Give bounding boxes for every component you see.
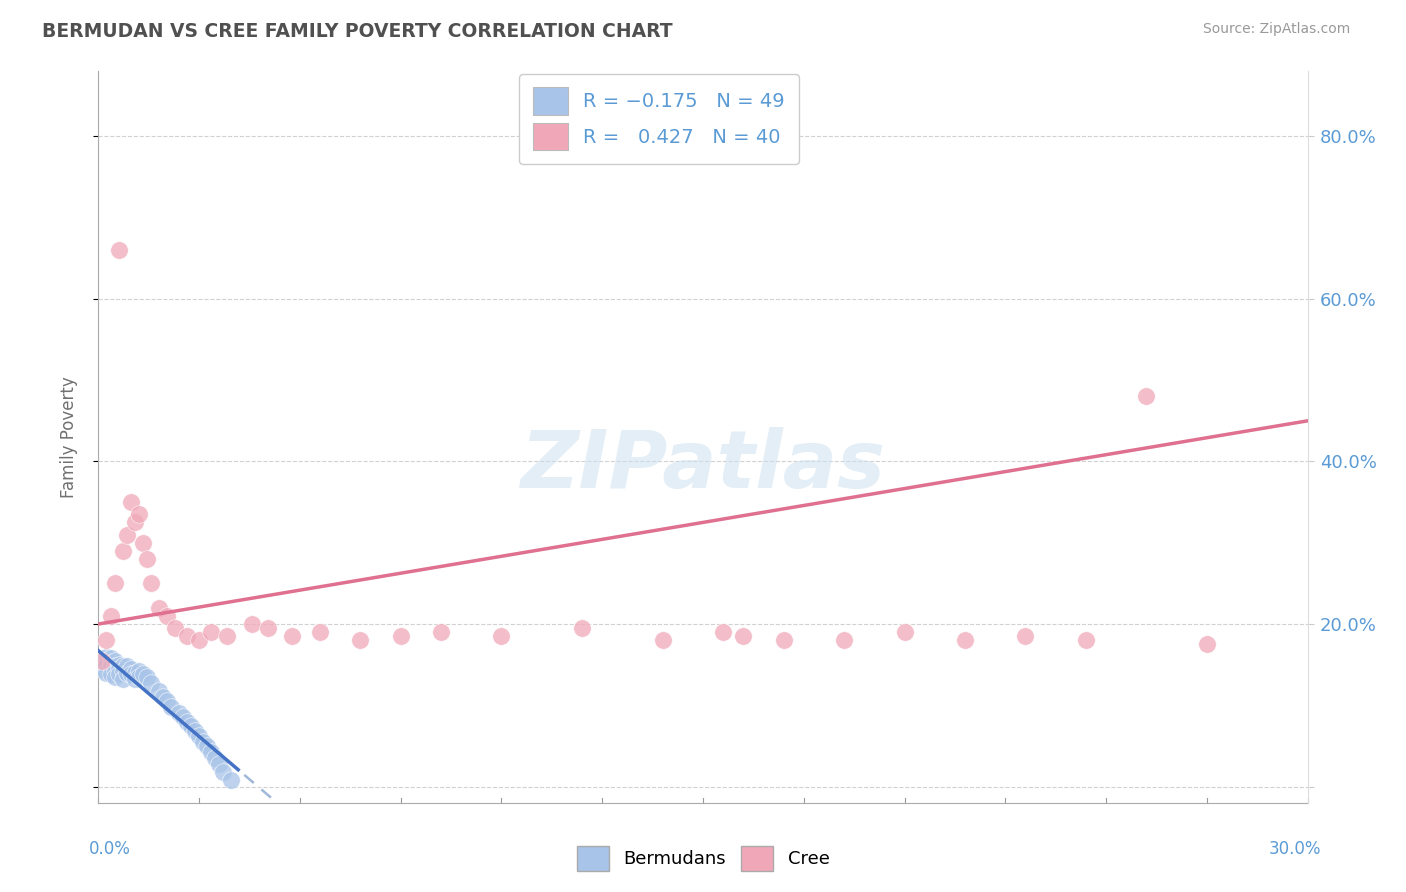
Point	[111, 664, 134, 678]
Point	[281, 629, 304, 643]
Point	[733, 629, 755, 643]
Point	[103, 670, 125, 684]
Point	[91, 662, 114, 676]
Point	[772, 633, 794, 648]
Text: BERMUDAN VS CREE FAMILY POVERTY CORRELATION CHART: BERMUDAN VS CREE FAMILY POVERTY CORRELAT…	[42, 22, 673, 41]
Point	[103, 576, 125, 591]
Point	[651, 633, 673, 648]
Point	[91, 654, 114, 668]
Point	[148, 683, 170, 698]
Point	[96, 633, 118, 648]
Point	[430, 625, 453, 640]
Point	[156, 608, 179, 623]
Point	[100, 656, 122, 670]
Point	[176, 629, 198, 643]
Point	[208, 756, 231, 771]
Point	[111, 673, 134, 687]
Point	[389, 629, 412, 643]
Point	[100, 608, 122, 623]
Point	[111, 544, 134, 558]
Point	[135, 552, 157, 566]
Point	[128, 664, 150, 678]
Point	[188, 729, 211, 743]
Point	[100, 651, 122, 665]
Point	[256, 621, 278, 635]
Point	[180, 718, 202, 732]
Point	[195, 739, 218, 753]
Y-axis label: Family Poverty: Family Poverty	[59, 376, 77, 498]
Point	[1014, 629, 1036, 643]
Point	[107, 667, 129, 681]
Point	[156, 694, 179, 708]
Point	[100, 667, 122, 681]
Point	[953, 633, 976, 648]
Text: ZIPatlas: ZIPatlas	[520, 427, 886, 506]
Point	[128, 508, 150, 522]
Point	[217, 629, 239, 643]
Point	[124, 673, 146, 687]
Point	[103, 654, 125, 668]
Point	[115, 527, 138, 541]
Point	[124, 665, 146, 680]
Point	[176, 714, 198, 729]
Point	[163, 621, 186, 635]
Legend: R = −0.175   N = 49, R =   0.427   N = 40: R = −0.175 N = 49, R = 0.427 N = 40	[519, 74, 799, 164]
Point	[139, 576, 162, 591]
Point	[103, 663, 125, 677]
Point	[172, 710, 194, 724]
Point	[188, 633, 211, 648]
Point	[120, 667, 142, 681]
Point	[1135, 389, 1157, 403]
Point	[139, 675, 162, 690]
Text: 30.0%: 30.0%	[1270, 840, 1322, 858]
Point	[893, 625, 915, 640]
Point	[200, 625, 222, 640]
Point	[184, 724, 207, 739]
Text: Source: ZipAtlas.com: Source: ZipAtlas.com	[1202, 22, 1350, 37]
Point	[832, 633, 855, 648]
Point	[240, 617, 263, 632]
Legend: Bermudans, Cree: Bermudans, Cree	[569, 838, 837, 879]
Point	[115, 659, 138, 673]
Point	[128, 670, 150, 684]
Point	[107, 243, 129, 257]
Point	[132, 535, 155, 549]
Point	[349, 633, 371, 648]
Point	[96, 654, 118, 668]
Point	[91, 654, 114, 668]
Point	[132, 667, 155, 681]
Point	[96, 657, 118, 672]
Point	[221, 772, 243, 787]
Point	[124, 516, 146, 530]
Point	[212, 764, 235, 779]
Point	[309, 625, 332, 640]
Point	[193, 735, 215, 749]
Point	[160, 699, 183, 714]
Point	[96, 649, 118, 664]
Point	[711, 625, 734, 640]
Point	[100, 659, 122, 673]
Point	[1074, 633, 1097, 648]
Point	[120, 662, 142, 676]
Point	[120, 495, 142, 509]
Point	[107, 662, 129, 676]
Point	[91, 657, 114, 672]
Text: 0.0%: 0.0%	[89, 840, 131, 858]
Point	[167, 706, 190, 721]
Point	[1195, 637, 1218, 651]
Point	[115, 665, 138, 680]
Point	[135, 670, 157, 684]
Point	[571, 621, 593, 635]
Point	[103, 659, 125, 673]
Point	[204, 751, 226, 765]
Point	[200, 746, 222, 760]
Point	[152, 690, 174, 705]
Point	[107, 657, 129, 672]
Point	[111, 659, 134, 673]
Point	[148, 600, 170, 615]
Point	[491, 629, 513, 643]
Point	[96, 665, 118, 680]
